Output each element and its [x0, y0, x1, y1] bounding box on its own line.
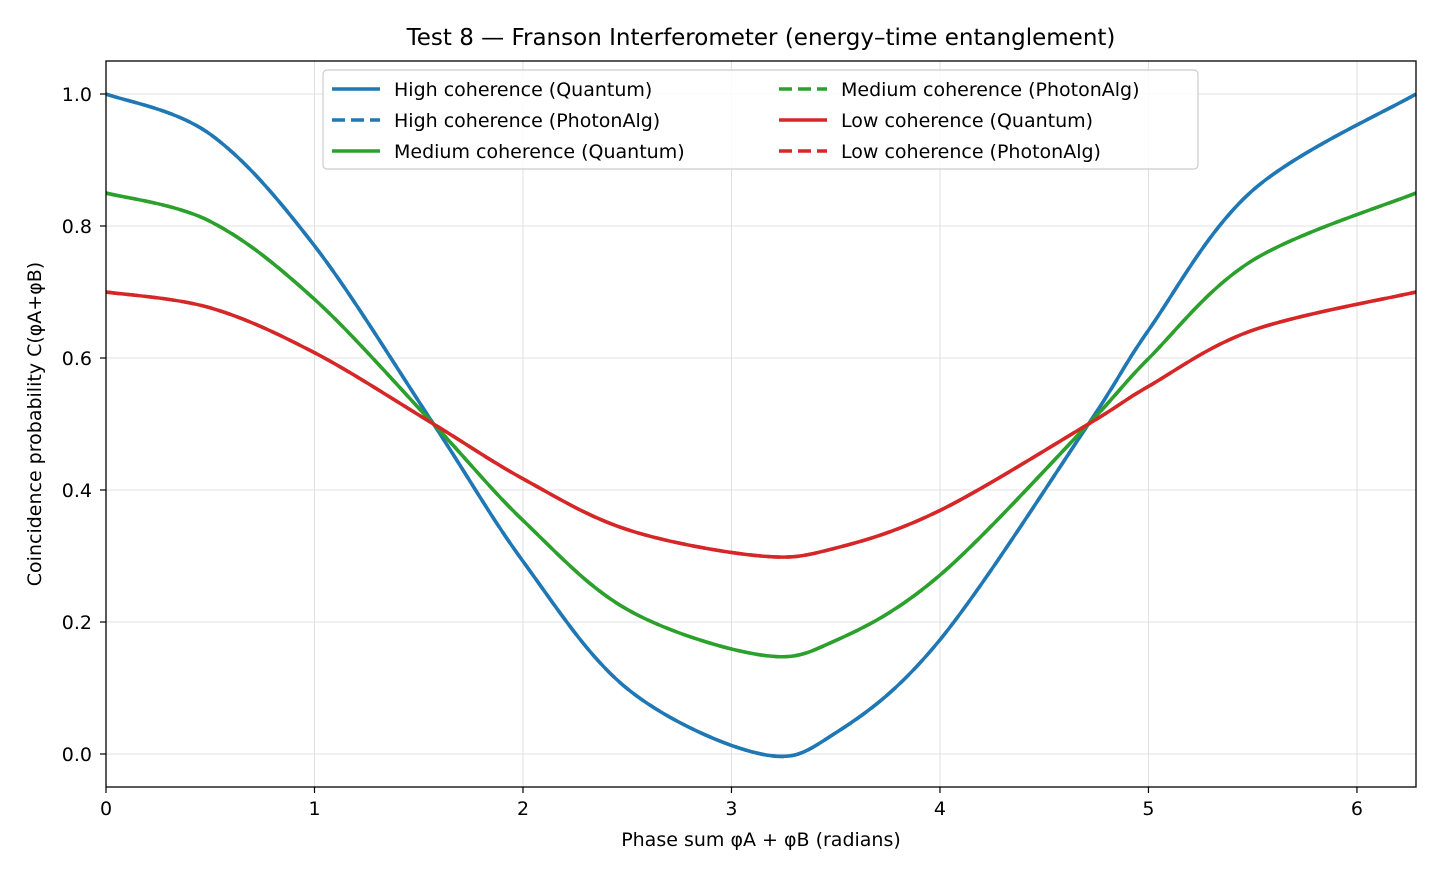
y-axis-label: Coincidence probability C(φA+φB) — [24, 262, 46, 586]
legend-label: High coherence (PhotonAlg) — [394, 110, 660, 132]
legend-label: Medium coherence (Quantum) — [394, 141, 685, 163]
y-tick-label: 0.4 — [62, 480, 92, 502]
x-tick-label: 0 — [100, 798, 112, 820]
legend-label: Low coherence (PhotonAlg) — [841, 141, 1101, 163]
x-tick-label: 6 — [1351, 798, 1363, 820]
series-line-3 — [105, 191, 1417, 659]
chart-title: Test 8 — Franson Interferometer (energy–… — [406, 25, 1116, 51]
x-tick-label: 4 — [934, 798, 946, 820]
legend: High coherence (Quantum) High coherence (… — [322, 69, 1199, 170]
legend-box — [322, 69, 1199, 170]
x-axis-label: Phase sum φA + φB (radians) — [621, 829, 901, 851]
plot-frame — [105, 60, 1417, 788]
legend-label: Low coherence (Quantum) — [841, 110, 1093, 132]
series-lines — [105, 92, 1417, 759]
legend-label: Medium coherence (PhotonAlg) — [841, 79, 1140, 101]
y-tick-label: 0.0 — [62, 744, 92, 766]
y-tick-label: 1.0 — [62, 84, 92, 106]
x-tick-label: 1 — [308, 798, 320, 820]
axis-ticks: 0 1 2 3 4 5 6 0.0 0.2 0.4 0.6 0.8 1.0 — [62, 84, 1363, 820]
x-tick-label: 3 — [725, 798, 737, 820]
y-tick-label: 0.2 — [62, 612, 92, 634]
y-tick-label: 0.8 — [62, 216, 92, 238]
legend-label: High coherence (Quantum) — [394, 79, 652, 101]
x-tick-label: 2 — [517, 798, 529, 820]
x-tick-label: 5 — [1142, 798, 1154, 820]
series-line-5 — [105, 290, 1417, 559]
y-tick-label: 0.6 — [62, 348, 92, 370]
series-line-1 — [105, 92, 1417, 759]
